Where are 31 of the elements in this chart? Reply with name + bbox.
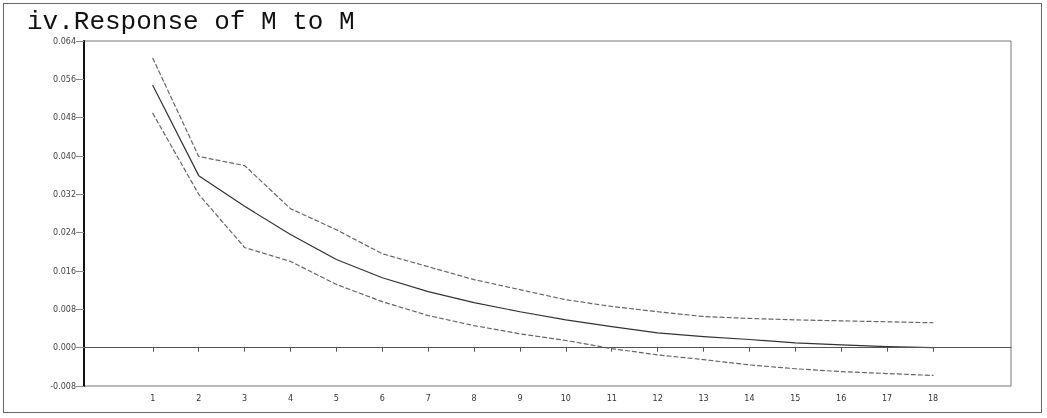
y-tick-label: 0.008 — [53, 304, 76, 314]
x-tick-label: 4 — [287, 393, 294, 403]
x-tick-label: 10 — [560, 393, 571, 403]
line-series — [152, 57, 934, 324]
x-tick-label: 2 — [196, 393, 202, 403]
x-tick-label: 5 — [333, 393, 339, 403]
y-tick-label: 0.016 — [53, 266, 76, 276]
y-tick-label: 0.000 — [53, 343, 76, 353]
y-tick-label: -0.008 — [50, 381, 76, 391]
y-tick-label: 0.056 — [53, 74, 76, 84]
y-tick-label: 0.040 — [53, 151, 76, 161]
x-tick-label: 17 — [882, 393, 893, 403]
y-tick-label: 0.032 — [53, 189, 76, 199]
x-tick-label: 9 — [517, 393, 523, 403]
x-tick-label: 8 — [471, 393, 477, 403]
x-tick-label: 16 — [836, 393, 847, 403]
x-tick-label: 14 — [744, 393, 755, 403]
x-tick-label: 15 — [790, 393, 801, 403]
y-tick-label: 0.048 — [53, 113, 76, 123]
x-tick-label: 11 — [606, 393, 617, 403]
x-tick-label: 3 — [242, 393, 248, 403]
y-tick-label: 0.064 — [53, 36, 76, 46]
x-tick-label: 12 — [652, 393, 663, 403]
chart-title: iv.Response of M to M — [27, 7, 355, 37]
x-tick-label: 6 — [379, 393, 385, 403]
x-tick-label: 13 — [698, 393, 709, 403]
x-tick-label: 7 — [425, 393, 431, 403]
x-tick-label: 1 — [150, 393, 156, 403]
y-tick-label: 0.024 — [53, 228, 76, 238]
line-series — [152, 112, 934, 377]
x-tick-label: 18 — [927, 393, 939, 403]
